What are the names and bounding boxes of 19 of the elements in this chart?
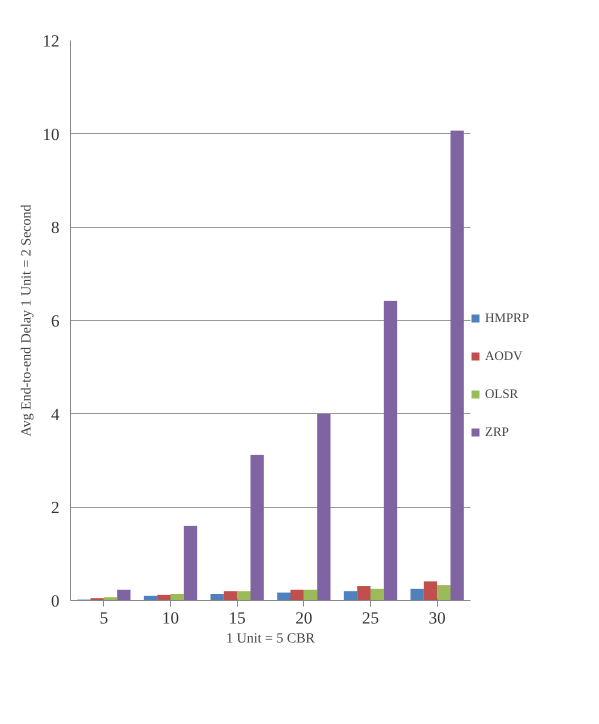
x-axis-title: 1 Unit = 5 CBR (226, 632, 316, 646)
y-tick-label: 2 (51, 498, 60, 518)
y-tick-label: 0 (51, 592, 60, 610)
legend-label: AODV (485, 348, 523, 364)
y-tick-label: 8 (51, 218, 60, 238)
y-tick-label: 10 (42, 124, 60, 144)
y-tick-label: 6 (51, 312, 60, 330)
y-tick-label: 12 (42, 32, 60, 50)
x-tick-label: 30 (428, 608, 446, 628)
legend-label: OLSR (485, 386, 518, 402)
y-tick-label: 4 (51, 404, 60, 424)
x-tick-label: 20 (295, 608, 312, 628)
x-tick-label: 15 (228, 608, 246, 628)
x-tick-label: 25 (362, 608, 379, 628)
legend-label: ZRP (485, 424, 509, 440)
x-tick-label: 5 (100, 608, 108, 628)
legend-label: HMPRP (485, 310, 530, 326)
y-axis-title: Avg End-to-end Delay 1 Unit = 2 Second (20, 204, 34, 436)
x-tick-label: 10 (162, 608, 179, 628)
